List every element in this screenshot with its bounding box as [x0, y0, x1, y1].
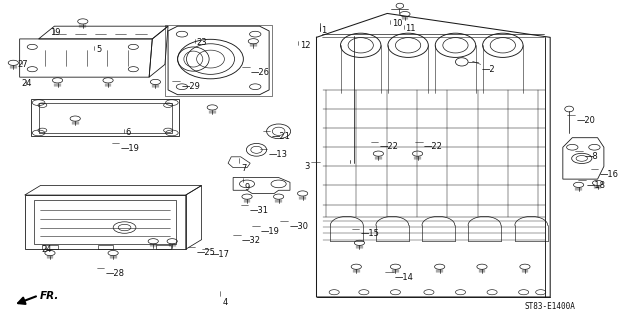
- Text: —19: —19: [121, 144, 139, 153]
- Bar: [165, 25, 272, 96]
- Text: 6: 6: [126, 128, 131, 138]
- Bar: [156, 245, 172, 249]
- Bar: [31, 100, 179, 136]
- Text: 10: 10: [392, 19, 403, 28]
- Text: 3: 3: [304, 162, 310, 171]
- Text: 23: 23: [196, 38, 207, 47]
- Text: —15: —15: [361, 229, 380, 238]
- Text: —22: —22: [380, 142, 399, 151]
- Text: —30: —30: [289, 222, 308, 231]
- Text: —20: —20: [577, 116, 596, 125]
- Text: 11: 11: [406, 24, 416, 33]
- Text: 5: 5: [96, 45, 101, 54]
- Text: 24: 24: [22, 79, 32, 88]
- Text: 12: 12: [300, 41, 311, 50]
- Text: 24: 24: [42, 245, 53, 254]
- Text: 19: 19: [50, 28, 61, 37]
- Text: —31: —31: [249, 205, 268, 215]
- Text: ST83-E1400A: ST83-E1400A: [525, 302, 576, 311]
- Text: —17: —17: [210, 250, 229, 259]
- Text: 1: 1: [322, 26, 327, 35]
- Text: —21: —21: [272, 132, 291, 141]
- Bar: [39, 103, 172, 133]
- Bar: [97, 245, 113, 249]
- Text: 4: 4: [222, 298, 228, 307]
- Text: —16: —16: [599, 170, 618, 179]
- Text: 9: 9: [244, 183, 250, 192]
- Text: —14: —14: [395, 273, 414, 282]
- Text: —8: —8: [584, 152, 598, 161]
- Text: —13: —13: [268, 150, 287, 159]
- Text: —32: —32: [242, 236, 261, 245]
- Text: —22: —22: [424, 142, 442, 151]
- Text: —18: —18: [587, 181, 606, 190]
- Text: —26: —26: [251, 68, 270, 76]
- Text: —28: —28: [106, 269, 125, 278]
- Text: —2: —2: [482, 65, 496, 74]
- Text: FR.: FR.: [40, 292, 60, 301]
- Bar: [42, 245, 58, 249]
- Text: —29: —29: [181, 82, 200, 91]
- Text: —25: —25: [196, 248, 215, 257]
- Text: 7: 7: [241, 164, 247, 173]
- Text: 27: 27: [17, 60, 28, 68]
- Text: —19: —19: [261, 227, 280, 236]
